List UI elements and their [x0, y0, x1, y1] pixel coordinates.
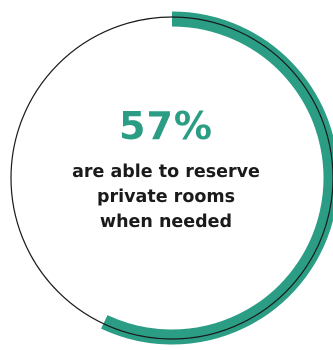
chart-caption: are able to reserve private rooms when n… — [46, 160, 286, 235]
caption-line-2: private rooms — [96, 187, 236, 207]
caption-line-1: are able to reserve — [72, 162, 260, 182]
caption-line-3: when needed — [99, 212, 233, 232]
donut-track-overlay — [103, 16, 333, 340]
donut-segment-value — [101, 11, 333, 345]
percent-value: 57% — [119, 104, 213, 148]
chart-center-label: 57% are able to reserve private rooms wh… — [46, 104, 286, 235]
